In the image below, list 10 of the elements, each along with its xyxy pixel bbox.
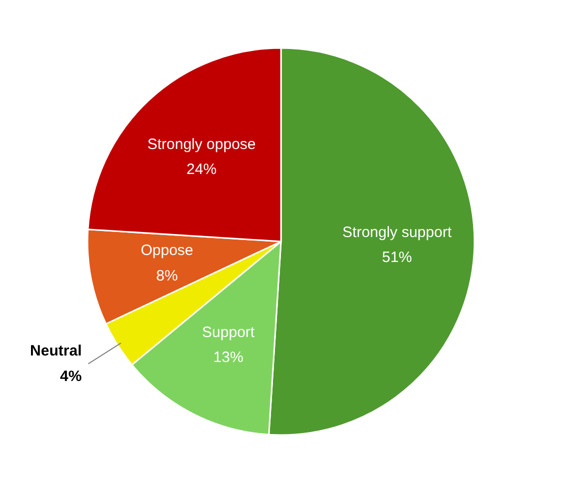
- data-label: 8%: [156, 267, 178, 284]
- slice-label: Strongly oppose: [147, 136, 256, 153]
- slice-label: Strongly support: [342, 224, 452, 242]
- data-label: 24%: [186, 160, 217, 178]
- data-label: 4%: [60, 368, 82, 385]
- slice-label: Oppose: [140, 242, 194, 260]
- data-label: 13%: [213, 348, 244, 366]
- slice-label: Support: [202, 324, 256, 341]
- slice-label: Neutral: [30, 342, 82, 360]
- data-label: 51%: [382, 249, 412, 266]
